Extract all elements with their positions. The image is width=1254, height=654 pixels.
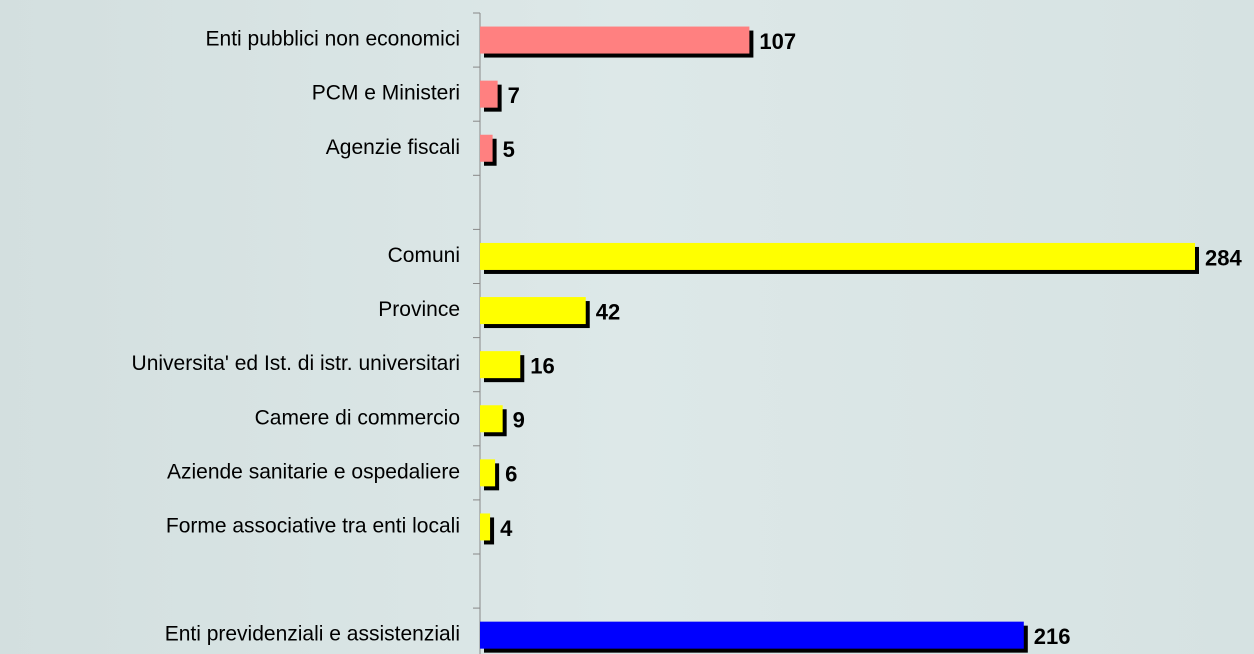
category-label: Forme associative tra enti locali	[166, 514, 460, 537]
value-label: 216	[1034, 624, 1071, 649]
value-label: 7	[508, 83, 520, 108]
bar	[480, 513, 491, 541]
value-label: 5	[503, 137, 515, 162]
category-label: PCM e Ministeri	[312, 82, 460, 105]
bar	[480, 80, 498, 108]
bar	[480, 297, 586, 325]
category-label: Agenzie fiscali	[326, 136, 460, 159]
value-label: 9	[513, 408, 525, 433]
value-label: 42	[596, 299, 620, 324]
value-label: 107	[759, 29, 796, 54]
category-label: Universita' ed Ist. di istr. universitar…	[132, 352, 460, 375]
category-label: Aziende sanitarie e ospedaliere	[167, 460, 460, 483]
category-label: Enti pubblici non economici	[206, 28, 460, 51]
category-label: Camere di commercio	[255, 406, 460, 429]
value-label: 6	[505, 462, 517, 487]
category-label: Province	[378, 298, 460, 321]
bar	[480, 621, 1024, 649]
bar	[480, 459, 496, 487]
bar	[480, 134, 493, 162]
bar	[480, 242, 1195, 270]
value-label: 16	[530, 353, 554, 378]
bar	[480, 405, 503, 433]
bar	[480, 26, 750, 54]
value-label: 4	[500, 516, 513, 541]
category-label: Enti previdenziali e assistenziali	[165, 623, 460, 646]
bar	[480, 351, 521, 379]
value-label: 284	[1205, 245, 1242, 270]
category-label: Comuni	[388, 244, 460, 267]
